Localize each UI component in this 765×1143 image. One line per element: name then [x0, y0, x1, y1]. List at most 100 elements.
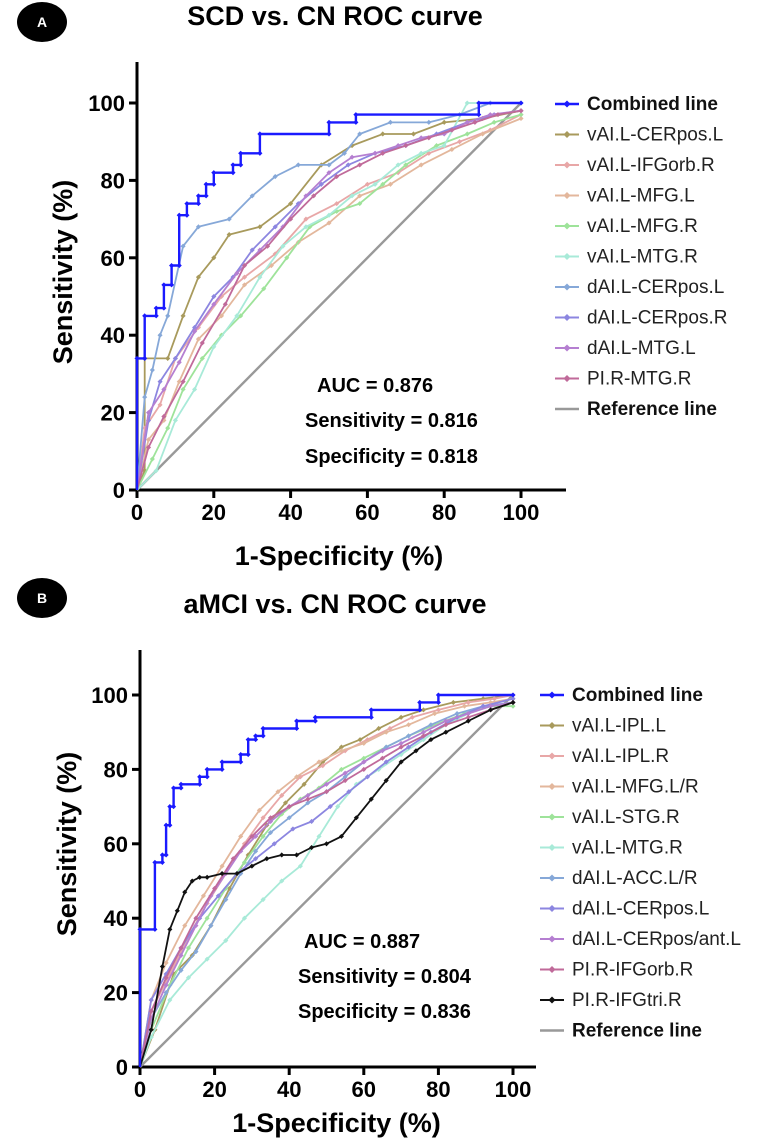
legend-marker — [548, 965, 556, 974]
data-point — [249, 193, 255, 199]
data-point — [195, 336, 201, 342]
series-line — [139, 701, 514, 1068]
data-point — [176, 359, 182, 365]
data-point — [420, 733, 427, 739]
data-point — [368, 796, 374, 802]
y-tick-label: 60 — [104, 832, 128, 857]
data-point — [312, 714, 318, 720]
y-tick-label: 100 — [88, 91, 125, 116]
legend-marker — [563, 252, 571, 261]
data-point — [327, 804, 333, 810]
series-line — [136, 109, 522, 491]
legend-label: vAI.L-MTG.R — [572, 838, 683, 859]
data-point — [159, 859, 165, 865]
data-point — [380, 131, 386, 137]
data-point — [192, 328, 198, 334]
series-vai-l-ifgorb-r — [136, 112, 524, 491]
data-point — [199, 355, 205, 361]
data-point — [464, 131, 470, 137]
x-tick-label: 80 — [432, 500, 456, 525]
data-point — [165, 313, 171, 319]
data-point — [203, 181, 209, 187]
data-point — [219, 766, 225, 772]
legend-entry: vAI.L-IFGorb.R — [555, 155, 715, 176]
legend-marker — [563, 313, 571, 322]
legend-marker — [548, 935, 556, 943]
x-tick-label: 20 — [202, 500, 226, 525]
data-point — [195, 224, 201, 230]
legend-label: dAI.L-CERpos.L — [572, 899, 709, 920]
data-point — [234, 270, 240, 276]
data-point — [176, 379, 182, 385]
data-point — [326, 170, 332, 176]
series-vai-l-mfg-r — [136, 112, 524, 491]
data-point — [234, 313, 240, 319]
data-point — [178, 781, 184, 787]
data-point — [426, 135, 432, 141]
data-point — [145, 437, 152, 443]
data-point — [161, 305, 167, 311]
data-point — [257, 274, 263, 280]
data-point — [172, 417, 178, 423]
legend-entry: vAI.L-MFG.R — [555, 216, 698, 237]
legend-marker — [548, 691, 556, 699]
data-point — [197, 781, 203, 787]
auc-label: AUC = 0.887 — [304, 931, 420, 953]
data-point — [426, 119, 432, 125]
data-point — [294, 725, 300, 732]
data-point — [346, 789, 352, 795]
legend-label: dAI.L-CERpos/ant.L — [572, 929, 741, 950]
data-point — [264, 856, 270, 862]
y-axis-label: Sensitivity (%) — [48, 180, 78, 365]
series-line — [136, 113, 522, 491]
data-point — [323, 781, 330, 787]
data-point — [211, 181, 217, 187]
data-point — [180, 243, 186, 249]
data-point — [184, 212, 190, 218]
data-point — [148, 1027, 154, 1033]
x-tick-label: 100 — [495, 1077, 532, 1102]
data-point — [226, 216, 232, 222]
legend-marker — [563, 100, 571, 108]
data-point — [157, 379, 163, 385]
data-point — [338, 744, 344, 750]
data-point — [353, 112, 359, 118]
legend-entry: PI.R-IFGorb.R — [540, 960, 693, 981]
sensitivity-label: Sensitivity = 0.804 — [298, 966, 472, 988]
panel-b-title: aMCI vs. CN ROC curve — [183, 589, 486, 619]
data-point — [211, 344, 217, 350]
data-point — [326, 162, 332, 168]
data-point — [195, 201, 201, 207]
data-point — [303, 216, 309, 222]
x-axis-label: 1-Specificity (%) — [232, 1108, 441, 1138]
data-point — [134, 355, 140, 361]
panel-b-badge-label: B — [37, 590, 47, 606]
data-point — [472, 119, 478, 125]
data-point — [432, 711, 438, 717]
data-point — [387, 181, 393, 187]
data-point — [161, 282, 167, 288]
data-point — [241, 274, 248, 280]
data-point — [457, 139, 463, 145]
data-point — [142, 394, 148, 400]
data-point — [461, 703, 468, 709]
legend-label: vAI.L-IPL.L — [572, 716, 666, 737]
panel-a-badge: A — [17, 2, 67, 42]
legend-entry: dAI.L-CERpos.L — [555, 277, 724, 298]
data-point — [204, 766, 210, 772]
data-point — [174, 908, 180, 914]
legend-entry: dAI.L-CERpos.R — [555, 308, 727, 329]
data-point — [435, 692, 441, 698]
legend-label: PI.R-IFGtri.R — [572, 990, 682, 1011]
data-point — [169, 262, 175, 269]
legend-entry: vAI.L-IPL.R — [540, 746, 669, 767]
data-point — [180, 313, 186, 319]
legend-marker — [563, 283, 571, 291]
data-point — [326, 131, 332, 137]
data-point — [272, 173, 278, 180]
legend-marker — [548, 874, 556, 882]
data-point — [326, 212, 332, 218]
legend-entry: vAI.L-MTG.R — [540, 838, 683, 859]
data-point — [403, 162, 409, 168]
data-point — [238, 150, 244, 156]
